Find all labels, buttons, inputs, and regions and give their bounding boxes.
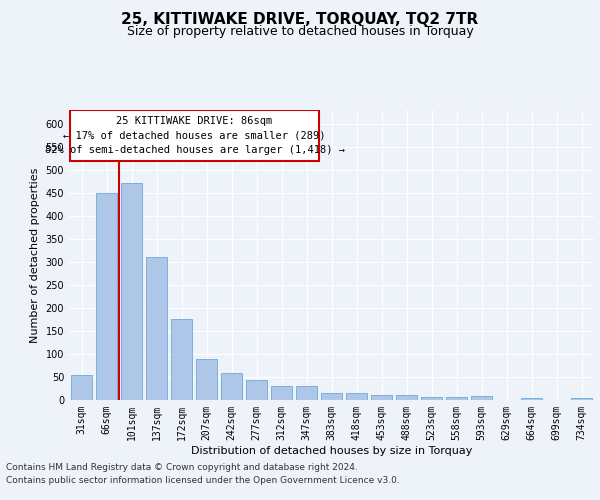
Text: Contains public sector information licensed under the Open Government Licence v3: Contains public sector information licen… [6,476,400,485]
Bar [246,380,267,400]
Text: 25 KITTIWAKE DRIVE: 86sqm
← 17% of detached houses are smaller (289)
82% of semi: 25 KITTIWAKE DRIVE: 86sqm ← 17% of detac… [44,116,344,155]
Bar [371,396,392,400]
Bar [321,393,342,400]
Text: Size of property relative to detached houses in Torquay: Size of property relative to detached ho… [127,25,473,38]
Bar [71,375,92,400]
Bar [446,397,467,400]
Bar [121,182,142,400]
Bar [96,193,117,400]
Bar [521,398,542,400]
X-axis label: Distribution of detached houses by size in Torquay: Distribution of detached houses by size … [191,446,472,456]
Bar [171,319,192,400]
Bar [421,397,442,400]
Text: Contains HM Land Registry data © Crown copyright and database right 2024.: Contains HM Land Registry data © Crown c… [6,462,358,471]
Y-axis label: Number of detached properties: Number of detached properties [30,168,40,342]
Bar [346,393,367,400]
Bar [196,360,217,400]
Bar [70,110,319,160]
Bar [571,398,592,400]
Bar [146,257,167,400]
Bar [396,396,417,400]
Bar [471,396,492,400]
Bar [221,373,242,400]
Bar [296,386,317,400]
Text: 25, KITTIWAKE DRIVE, TORQUAY, TQ2 7TR: 25, KITTIWAKE DRIVE, TORQUAY, TQ2 7TR [121,12,479,28]
Bar [271,386,292,400]
